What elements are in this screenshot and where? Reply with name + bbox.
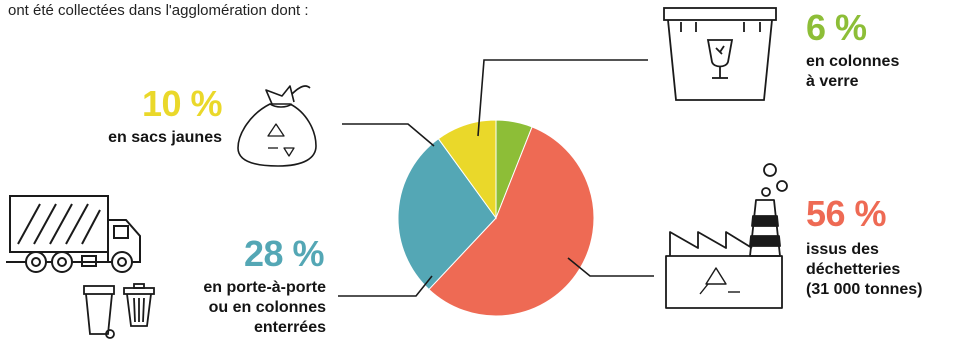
trash-bins-icon <box>84 284 154 338</box>
pie-chart <box>398 120 594 316</box>
label-sacs: en sacs jaunes <box>60 128 222 148</box>
label-line: (31 000 tonnes) <box>806 280 922 300</box>
label-line: en sacs jaunes <box>60 128 222 148</box>
percent-label-verre: 6 % <box>806 10 867 46</box>
label-line: ou en colonnes <box>150 298 326 318</box>
label-line: en porte-à-porte <box>150 278 326 298</box>
label-line: en colonnes <box>806 52 899 72</box>
label-line: déchetteries <box>806 260 922 280</box>
label-porte: en porte-à-porte ou en colonnes enterrée… <box>150 278 326 338</box>
garbage-truck-icon <box>6 196 140 272</box>
label-dechetteries: issus des déchetteries (31 000 tonnes) <box>806 240 922 300</box>
glass-container-icon <box>664 8 776 100</box>
recycling-factory-icon <box>666 164 787 308</box>
label-line: à verre <box>806 72 899 92</box>
label-verre: en colonnes à verre <box>806 52 899 92</box>
percent-label-dechetteries: 56 % <box>806 196 886 232</box>
label-line: issus des <box>806 240 922 260</box>
percent-label-sacs: 10 % <box>100 86 222 122</box>
recycling-bag-icon <box>238 86 316 166</box>
leader-line-porte <box>338 276 432 296</box>
label-line: enterrées <box>150 318 326 338</box>
leader-line-sacs <box>342 124 434 146</box>
percent-label-porte: 28 % <box>200 236 324 272</box>
